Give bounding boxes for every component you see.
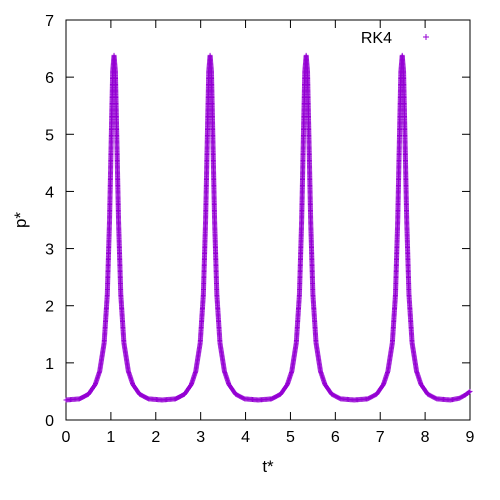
x-tick-label: 8 [421, 429, 430, 446]
x-tick-label: 2 [151, 429, 160, 446]
y-tick-label: 7 [45, 13, 54, 30]
x-tick-label: 4 [241, 429, 250, 446]
y-tick-label: 6 [45, 70, 54, 87]
x-tick-label: 5 [286, 429, 295, 446]
legend-marker-glyph [423, 34, 429, 40]
legend-label-rk4: RK4 [361, 30, 392, 47]
x-tick-label: 0 [62, 429, 71, 446]
series-rk4-points [63, 52, 473, 403]
y-tick-label: 2 [45, 299, 54, 316]
legend-marker-rk4 [423, 34, 429, 40]
y-axis-title: p* [11, 212, 30, 228]
y-tick-label: 1 [45, 356, 54, 373]
x-tick-label: 6 [331, 429, 340, 446]
y-tick-label: 3 [45, 242, 54, 259]
x-tick-label: 7 [376, 429, 385, 446]
y-tick-label: 4 [45, 184, 54, 201]
x-tick-label: 1 [106, 429, 115, 446]
x-tick-label: 3 [196, 429, 205, 446]
y-tick-label: 0 [45, 413, 54, 430]
data-point [467, 388, 473, 394]
axis-ticks [65, 19, 471, 421]
legend: RK4 [361, 30, 429, 47]
axis-tick-labels: 0 1 2 3 4 5 6 7 8 9 0 1 2 3 4 5 6 7 [45, 13, 474, 446]
data-point [466, 389, 472, 395]
x-tick-label: 9 [466, 429, 475, 446]
y-tick-label: 5 [45, 127, 54, 144]
plot-frame [65, 19, 471, 421]
x-axis-title: t* [262, 457, 274, 476]
